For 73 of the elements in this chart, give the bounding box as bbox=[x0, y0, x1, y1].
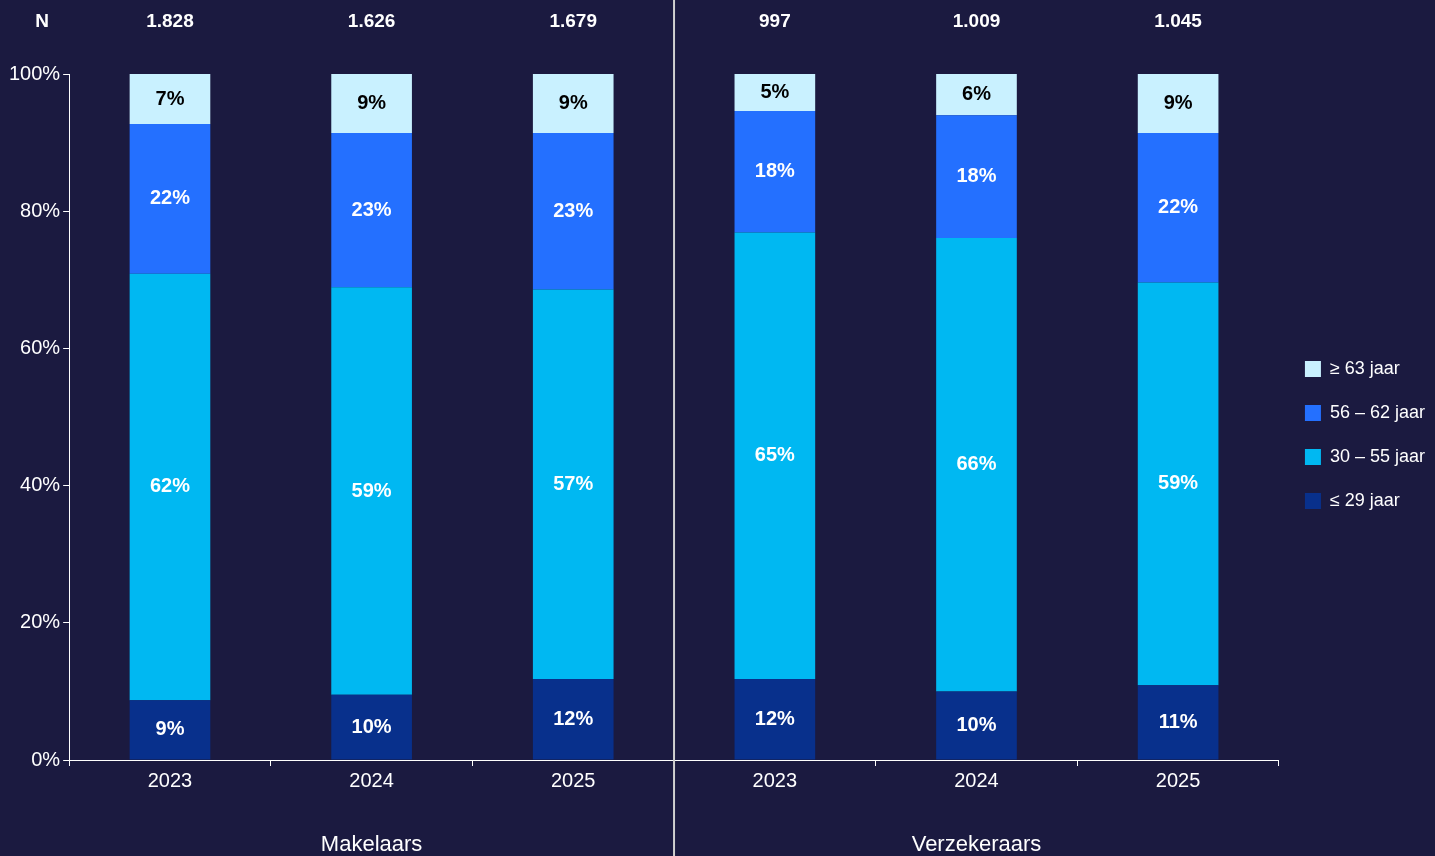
y-tick-label: 60% bbox=[20, 335, 61, 358]
bar bbox=[734, 111, 816, 233]
bar bbox=[936, 115, 1017, 238]
bar bbox=[331, 694, 412, 760]
data-label: 9% bbox=[357, 91, 387, 114]
data-label: 59% bbox=[1158, 471, 1199, 494]
bar bbox=[1137, 133, 1219, 283]
x-tick-label: 2023 bbox=[147, 768, 193, 791]
data-label: 18% bbox=[754, 159, 796, 182]
legend-label: 30 – 55 jaar bbox=[1329, 445, 1426, 466]
bar bbox=[129, 74, 211, 125]
bar bbox=[532, 289, 614, 680]
y-tick-label: 40% bbox=[20, 473, 61, 496]
data-label: 6% bbox=[962, 82, 992, 105]
data-label: 10% bbox=[956, 712, 997, 735]
data-label: 11% bbox=[1158, 709, 1198, 732]
bar bbox=[331, 133, 412, 288]
bar bbox=[1137, 685, 1219, 760]
text: N bbox=[35, 10, 49, 32]
x-tick-label: 2024 bbox=[954, 768, 999, 791]
data-label: 9% bbox=[155, 717, 185, 740]
data-label: 59% bbox=[351, 478, 392, 501]
bar bbox=[1137, 74, 1219, 133]
text: 1.828 bbox=[146, 10, 194, 32]
data-label: 66% bbox=[956, 452, 997, 475]
legend-label: ≤ 29 jaar bbox=[1329, 489, 1400, 510]
text: Verzekeraars bbox=[911, 831, 1042, 856]
bar bbox=[129, 124, 211, 274]
legend-label: 56 – 62 jaar bbox=[1329, 401, 1426, 422]
text: 1.626 bbox=[347, 10, 396, 32]
data-label: 5% bbox=[760, 80, 790, 103]
bar bbox=[734, 232, 816, 680]
data-label: 65% bbox=[754, 443, 796, 466]
x-tick-label: 2023 bbox=[752, 768, 798, 791]
y-tick-label: 0% bbox=[31, 747, 61, 770]
bar bbox=[936, 691, 1017, 760]
y-tick-label: 100% bbox=[9, 61, 61, 84]
bar bbox=[1137, 282, 1219, 686]
data-label: 22% bbox=[1158, 195, 1199, 218]
data-label: 22% bbox=[149, 186, 191, 209]
bar bbox=[936, 237, 1017, 692]
data-label: 23% bbox=[553, 198, 594, 221]
bar bbox=[129, 700, 211, 760]
bar bbox=[532, 679, 614, 760]
data-label: 9% bbox=[558, 91, 588, 114]
bar bbox=[936, 74, 1017, 116]
data-label: 7% bbox=[155, 86, 185, 109]
data-label: 12% bbox=[754, 706, 796, 729]
bar bbox=[734, 74, 816, 112]
y-tick-label: 20% bbox=[20, 610, 61, 633]
data-label: 23% bbox=[351, 197, 392, 220]
legend-label: ≥ 63 jaar bbox=[1329, 357, 1400, 378]
text: 1.009 bbox=[952, 10, 1001, 32]
text: 1.679 bbox=[549, 10, 597, 32]
x-tick-label: 2024 bbox=[349, 768, 394, 791]
data-label: 12% bbox=[553, 706, 594, 729]
data-label: 10% bbox=[351, 714, 392, 737]
bar bbox=[532, 133, 614, 290]
text: 997 bbox=[759, 10, 791, 32]
data-label: 18% bbox=[956, 164, 997, 187]
data-label: 57% bbox=[553, 471, 594, 494]
bar bbox=[129, 273, 211, 701]
bar bbox=[331, 287, 412, 695]
data-label: 62% bbox=[149, 474, 191, 497]
text: Makelaars bbox=[320, 831, 423, 856]
bar bbox=[532, 74, 614, 133]
x-tick-label: 2025 bbox=[1155, 768, 1201, 791]
y-tick-label: 80% bbox=[20, 198, 61, 221]
bar bbox=[734, 679, 816, 760]
text: 1.045 bbox=[1154, 10, 1203, 32]
x-tick-label: 2025 bbox=[550, 768, 596, 791]
bar bbox=[331, 74, 412, 133]
data-label: 9% bbox=[1163, 91, 1193, 114]
